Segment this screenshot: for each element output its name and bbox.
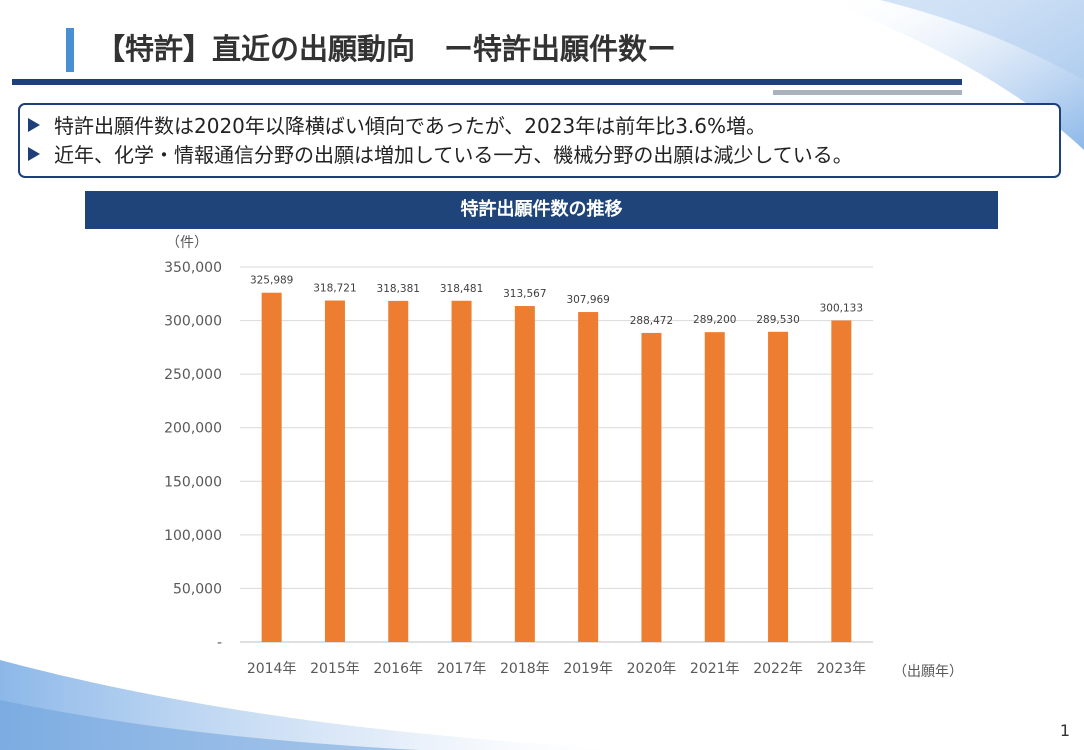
data-label: 289,530 xyxy=(756,314,799,326)
data-label: 288,472 xyxy=(630,315,673,327)
chart-title: 特許出願件数の推移 xyxy=(85,191,998,229)
data-label: 307,969 xyxy=(566,294,609,306)
y-tick-label: 100,000 xyxy=(164,528,222,544)
bar xyxy=(324,300,345,642)
bar xyxy=(704,332,725,642)
data-label: 318,721 xyxy=(313,283,356,295)
title-accent-bar xyxy=(66,28,74,72)
bar xyxy=(388,300,409,642)
bar xyxy=(641,332,662,642)
x-tick-label: 2016年 xyxy=(373,661,423,677)
y-tick-label: 200,000 xyxy=(164,421,222,437)
bar xyxy=(831,320,852,642)
summary-box: 特許出願件数は2020年以降横ばい傾向であったが、2023年は前年比3.6%増。… xyxy=(18,103,1061,178)
title-underline xyxy=(12,79,962,85)
triangle-bullet-icon xyxy=(28,146,40,161)
x-tick-label: 2022年 xyxy=(753,661,803,677)
x-axis-label: （出願年） xyxy=(893,664,963,680)
x-tick-label: 2017年 xyxy=(437,661,487,677)
data-label: 325,989 xyxy=(250,275,293,287)
y-tick-label: - xyxy=(217,635,222,651)
x-tick-label: 2019年 xyxy=(563,661,613,677)
x-tick-label: 2020年 xyxy=(627,661,677,677)
summary-text: 特許出願件数は2020年以降横ばい傾向であったが、2023年は前年比3.6%増。 xyxy=(54,114,767,138)
x-tick-label: 2021年 xyxy=(690,661,740,677)
bar xyxy=(451,300,472,642)
x-tick-label: 2014年 xyxy=(247,661,297,677)
bar xyxy=(261,292,282,642)
data-label: 289,200 xyxy=(693,314,736,326)
summary-text: 近年、化学・情報通信分野の出願は増加している一方、機械分野の出願は減少している。 xyxy=(54,143,853,167)
summary-bullet: 特許出願件数は2020年以降横ばい傾向であったが、2023年は前年比3.6%増。 xyxy=(28,110,766,139)
x-tick-label: 2015年 xyxy=(310,661,360,677)
data-label: 318,481 xyxy=(440,283,483,295)
data-label: 300,133 xyxy=(820,302,863,314)
summary-bullet: 近年、化学・情報通信分野の出願は増加している一方、機械分野の出願は減少している。 xyxy=(28,139,853,168)
bar xyxy=(578,312,599,642)
page-title: 【特許】直近の出願動向 ー特許出願件数ー xyxy=(96,32,677,66)
bar xyxy=(514,306,535,642)
y-tick-label: 150,000 xyxy=(164,474,222,490)
bar xyxy=(768,331,789,642)
y-tick-label: 350,000 xyxy=(164,260,222,276)
data-label: 318,381 xyxy=(377,283,420,295)
y-axis-label: （件） xyxy=(166,235,208,251)
triangle-bullet-icon xyxy=(28,117,40,132)
page-number: 1 xyxy=(1059,721,1070,740)
title-underline-accent xyxy=(773,90,962,95)
y-tick-label: 50,000 xyxy=(173,581,222,597)
data-label: 313,567 xyxy=(503,288,546,300)
y-tick-label: 300,000 xyxy=(164,314,222,330)
y-tick-label: 250,000 xyxy=(164,367,222,383)
x-tick-label: 2023年 xyxy=(817,661,867,677)
x-tick-label: 2018年 xyxy=(500,661,550,677)
